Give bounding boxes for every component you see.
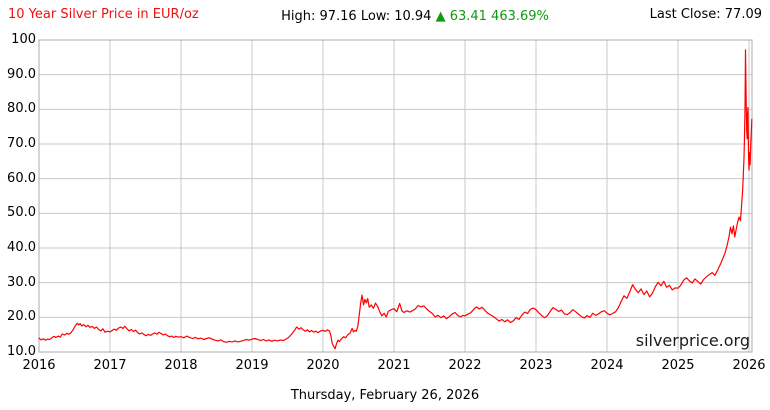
chart-title: 10 Year Silver Price in EUR/oz [8,7,199,22]
x-tick-label: 2026 [732,358,766,373]
chart-summary: High: 97.16 Low: 10.94 ▲ 63.41 463.69% [60,9,770,24]
x-tick-label: 2018 [164,358,198,373]
y-tick-label: 70.0 [7,136,36,151]
y-tick-label: 60.0 [7,170,36,186]
y-tick-label: 10.0 [7,344,36,359]
y-tick-label: 40.0 [7,240,36,255]
y-tick-label: 30.0 [7,274,36,290]
date-label: Thursday, February 26, 2026 [290,388,480,403]
plot-border [38,39,753,353]
x-tick-label: 2025 [661,358,695,373]
y-tick-label: 50.0 [7,205,36,221]
y-tick-label: 100 [11,32,36,47]
y-tick-label: 80.0 [7,101,36,117]
x-tick-label: 2020 [306,358,340,373]
x-tick-label: 2016 [22,358,56,373]
y-tick-label: 90.0 [7,66,36,82]
watermark: silverprice.org [635,331,750,350]
x-tick-label: 2019 [235,358,269,373]
price-line [38,49,753,350]
y-tick-label: 20.0 [7,309,36,325]
x-tick-label: 2017 [93,358,127,373]
x-tick-label: 2021 [377,358,411,373]
x-tick-label: 2023 [519,358,553,373]
last-close-label: Last Close: 77.09 [649,7,762,22]
high-low-label: High: 97.16 Low: 10.94 [281,9,432,24]
x-tick-label: 2022 [448,358,482,373]
change-up-label: ▲ 63.41 463.69% [435,9,549,24]
x-tick-label: 2024 [590,358,624,373]
